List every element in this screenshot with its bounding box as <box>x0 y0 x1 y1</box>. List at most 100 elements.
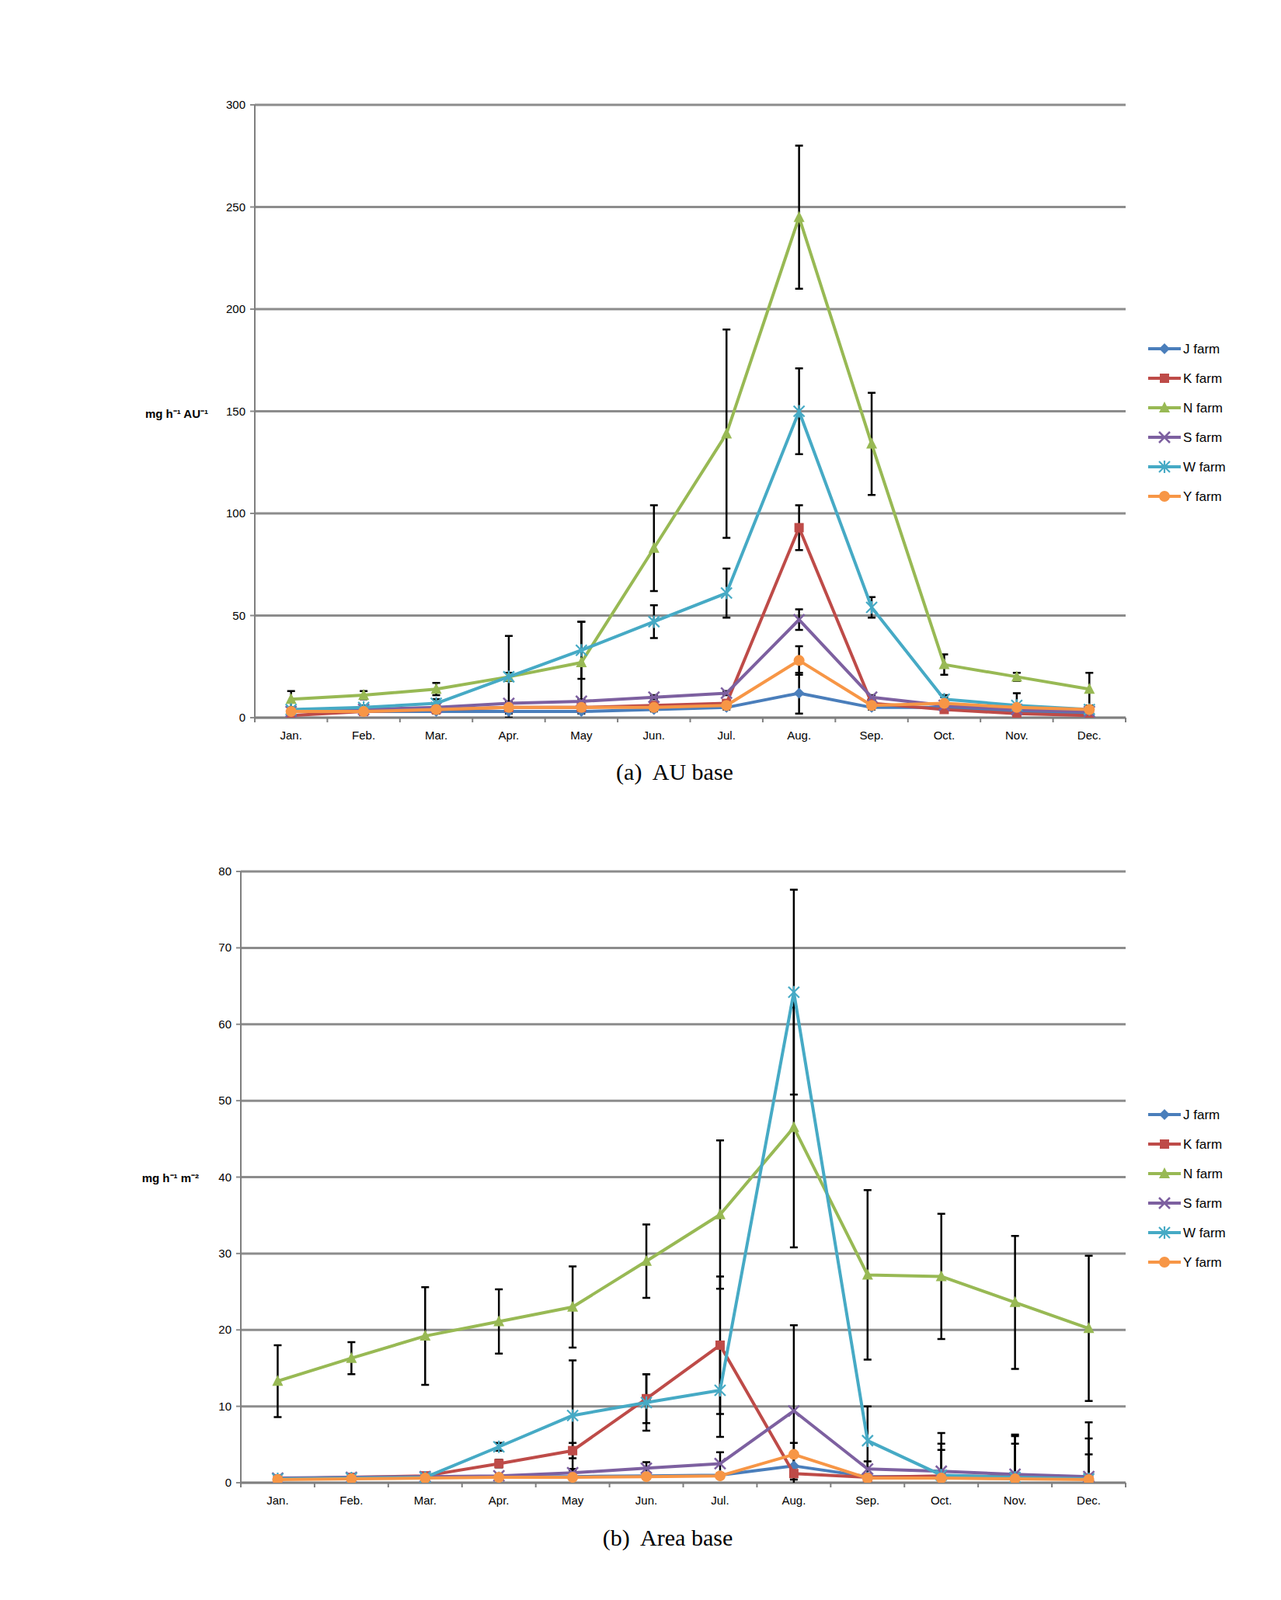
x-tick <box>616 717 619 723</box>
legend: J farmK farmN farmS farmW farmY farm <box>1148 341 1226 505</box>
data-point <box>567 1409 578 1422</box>
x-tick-label: Sep. <box>855 1493 880 1508</box>
y-axis <box>254 104 256 718</box>
x-tick-label: May <box>570 728 593 742</box>
x-tick <box>834 717 836 723</box>
data-point <box>431 682 443 694</box>
data-point <box>794 522 805 533</box>
grid-line <box>240 1176 1126 1179</box>
y-tick-label: 300 <box>226 97 246 112</box>
y-axis-label: mg h⁻¹ m⁻² <box>142 1171 199 1185</box>
data-point <box>866 438 878 450</box>
data-point <box>793 687 805 699</box>
data-point <box>419 1471 431 1483</box>
data-point <box>720 587 732 600</box>
legend-marker <box>1159 373 1170 383</box>
data-point <box>575 643 587 657</box>
legend-label: W farm <box>1183 1225 1226 1241</box>
x-tick <box>399 717 401 723</box>
legend-label: K farm <box>1183 371 1222 387</box>
data-point <box>938 658 950 670</box>
legend-swatch <box>1148 460 1181 474</box>
data-point <box>1083 703 1095 716</box>
data-point <box>793 405 805 418</box>
data-point <box>358 706 369 717</box>
legend-marker <box>1159 460 1170 474</box>
data-point <box>285 706 297 718</box>
grid-line <box>240 1252 1126 1255</box>
data-point <box>720 687 732 699</box>
data-point <box>648 615 660 628</box>
data-point <box>862 1434 874 1448</box>
data-point <box>493 1472 505 1483</box>
x-tick <box>240 1482 242 1488</box>
series-line <box>277 1411 1089 1480</box>
data-point <box>493 1471 505 1483</box>
data-point <box>648 692 660 704</box>
x-tick-label: Aug. <box>786 728 812 742</box>
x-tick <box>544 717 547 723</box>
legend-swatch <box>1148 1167 1181 1179</box>
legend-swatch <box>1148 431 1181 443</box>
data-point <box>789 1468 799 1479</box>
x-tick <box>977 1482 979 1488</box>
data-point <box>419 1472 431 1483</box>
grid-line <box>254 308 1126 311</box>
series-line <box>291 217 1090 700</box>
x-tick-label: Dec. <box>1076 1493 1101 1508</box>
data-point <box>793 614 805 626</box>
data-point <box>866 601 878 614</box>
legend-marker <box>1159 1256 1170 1268</box>
legend-swatch <box>1148 343 1181 355</box>
data-point <box>788 1121 800 1133</box>
grid-line <box>240 1023 1126 1026</box>
plot-area <box>285 146 1096 718</box>
data-point <box>788 985 800 999</box>
legend-marker <box>1159 1109 1170 1121</box>
legend-swatch <box>1148 1226 1181 1240</box>
y-tick-label: 100 <box>226 506 246 520</box>
series-line <box>277 1345 1089 1480</box>
series-line <box>277 1127 1089 1382</box>
data-point <box>720 427 732 439</box>
legend-marker <box>1159 1167 1170 1179</box>
grid-line <box>254 512 1126 516</box>
y-tick-label: 200 <box>226 302 246 316</box>
data-point <box>648 542 660 554</box>
legend-label: N farm <box>1183 1166 1223 1182</box>
data-point <box>936 1270 947 1281</box>
legend-marker <box>1159 1139 1170 1149</box>
x-tick-label: Nov. <box>1003 1493 1027 1508</box>
data-point <box>493 1441 505 1454</box>
grid-line <box>240 1099 1126 1103</box>
legend-label: Y farm <box>1183 489 1222 505</box>
x-tick <box>979 717 982 723</box>
x-tick <box>903 1482 906 1488</box>
x-tick-label: Jan. <box>266 1493 289 1508</box>
x-tick <box>326 717 328 723</box>
legend-label: W farm <box>1183 459 1226 475</box>
data-point <box>345 1473 357 1483</box>
legend-marker <box>1159 401 1170 413</box>
legend-swatch <box>1148 490 1181 502</box>
y-axis-label: mg h⁻¹ AU⁻¹ <box>145 407 209 421</box>
data-point <box>1083 682 1095 694</box>
legend-label: Y farm <box>1183 1255 1222 1271</box>
data-point <box>793 211 805 223</box>
data-point <box>567 1472 578 1483</box>
data-point <box>714 1470 726 1482</box>
x-tick <box>609 1482 611 1488</box>
data-point <box>358 689 369 700</box>
series-line <box>291 411 1090 711</box>
x-tick-label: Oct. <box>933 728 956 742</box>
x-tick-label: Jul. <box>717 728 736 742</box>
error-bar <box>790 1467 798 1480</box>
y-tick-label: 250 <box>226 200 246 214</box>
legend-marker <box>1159 490 1170 502</box>
legend-swatch <box>1148 373 1181 383</box>
grid-line <box>254 104 1126 107</box>
data-point <box>419 1472 431 1483</box>
legend-swatch <box>1148 401 1181 413</box>
x-tick-label: Feb. <box>351 728 376 742</box>
data-point <box>714 1208 726 1220</box>
